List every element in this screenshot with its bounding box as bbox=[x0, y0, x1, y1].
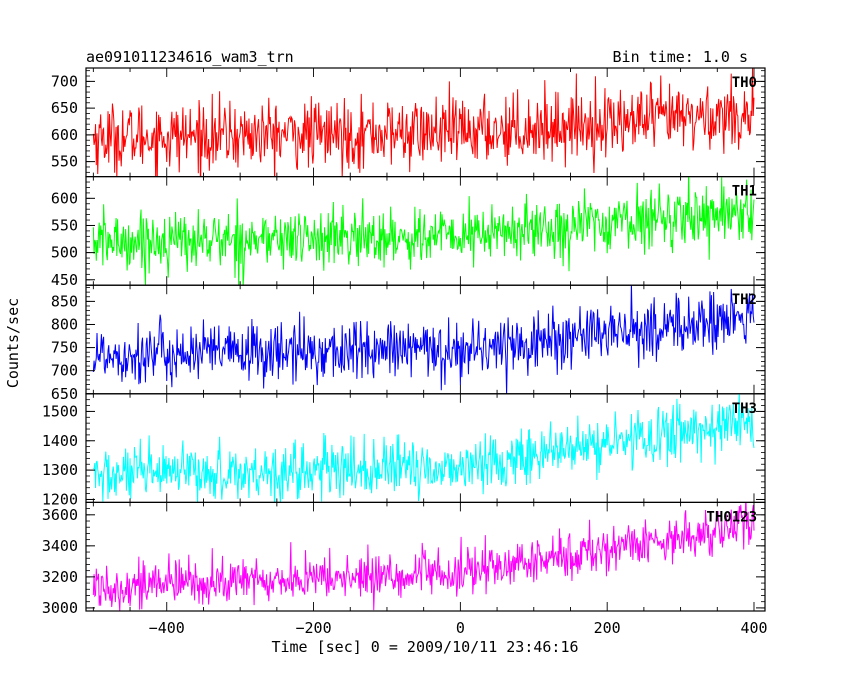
y-tick-label: 3600 bbox=[42, 506, 78, 524]
panel-frame bbox=[85, 284, 766, 395]
y-tick-label: 1300 bbox=[42, 461, 78, 479]
y-tick-label: 3400 bbox=[42, 537, 78, 555]
y-tick-label: 750 bbox=[51, 339, 78, 357]
series-line-th3 bbox=[93, 393, 755, 503]
y-tick-label: 3200 bbox=[42, 568, 78, 586]
y-tick-label: 1400 bbox=[42, 432, 78, 450]
panel-th3: 1200 1300 1400 1500 TH3 bbox=[42, 393, 766, 508]
x-axis: −400 −200 0 200 400 bbox=[149, 619, 768, 637]
y-axis-title: Counts/sec bbox=[4, 298, 22, 388]
panel-th1: 450 500 550 600 TH1 bbox=[51, 176, 766, 289]
y-tick-label: 650 bbox=[51, 99, 78, 117]
panel-frame bbox=[85, 393, 766, 503]
series-line-th0123 bbox=[92, 502, 755, 611]
x-tick-label: 0 bbox=[456, 619, 465, 637]
bin-time-label: Bin time: 1.0 s bbox=[613, 48, 748, 66]
panel-frame bbox=[85, 501, 766, 612]
series-line-th0 bbox=[92, 68, 755, 177]
panel-label-th0123: TH0123 bbox=[706, 509, 757, 525]
y-tick-label: 800 bbox=[51, 315, 78, 333]
panel-th2: 650 700 750 800 850 TH2 bbox=[51, 284, 766, 403]
y-tick-label: 450 bbox=[51, 271, 78, 289]
panel-label-th2: TH2 bbox=[732, 292, 757, 308]
y-tick-label: 3000 bbox=[42, 599, 78, 617]
panels-group: 550 600 650 700 TH0 450 500 550 600 TH1 650 700 750 8… bbox=[42, 67, 766, 617]
series-line-th2 bbox=[92, 285, 755, 394]
y-tick-label: 500 bbox=[51, 244, 78, 262]
x-tick-label: 200 bbox=[594, 619, 621, 637]
chart-title: ae091011234616_wam3_trn bbox=[86, 48, 294, 66]
x-axis-title: Time [sec] 0 = 2009/10/11 23:46:16 bbox=[271, 638, 578, 656]
y-tick-label: 550 bbox=[51, 216, 78, 234]
x-tick-label: −400 bbox=[149, 619, 185, 637]
y-tick-label: 1200 bbox=[42, 490, 78, 508]
x-tick-label: 400 bbox=[740, 619, 767, 637]
y-tick-label: 700 bbox=[51, 72, 78, 90]
series-line-th1 bbox=[92, 176, 755, 286]
y-tick-label: 850 bbox=[51, 292, 78, 310]
y-tick-label: 600 bbox=[51, 126, 78, 144]
panel-label-th0: TH0 bbox=[732, 75, 757, 91]
panel-th0123: 3000 3200 3400 3600 TH0123 bbox=[42, 501, 766, 617]
panel-label-th1: TH1 bbox=[732, 184, 757, 200]
panel-label-th3: TH3 bbox=[732, 401, 757, 417]
y-tick-label: 650 bbox=[51, 385, 78, 403]
panel-frame bbox=[85, 67, 766, 178]
x-tick-label: −200 bbox=[295, 619, 331, 637]
y-tick-label: 600 bbox=[51, 189, 78, 207]
y-tick-label: 700 bbox=[51, 362, 78, 380]
y-tick-label: 1500 bbox=[42, 402, 78, 420]
y-tick-label: 550 bbox=[51, 153, 78, 171]
